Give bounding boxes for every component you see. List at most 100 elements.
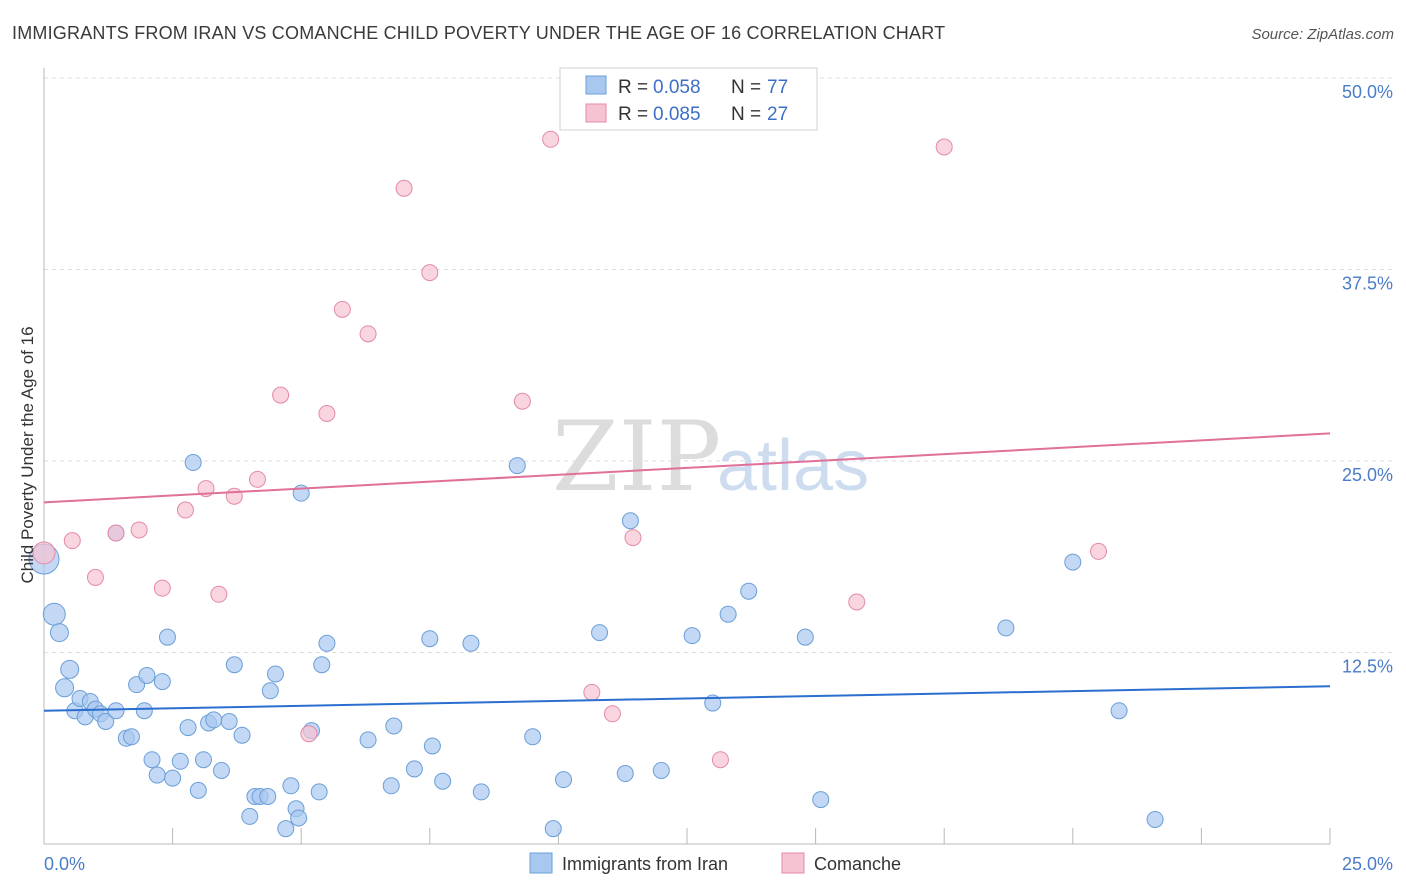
- point-comanche-12: [300, 725, 318, 743]
- point-iran-1: [42, 602, 66, 626]
- point-iran-24: [179, 719, 197, 737]
- point-comanche-2: [86, 568, 104, 586]
- point-comanche-26: [1090, 542, 1108, 560]
- point-iran-34: [241, 807, 259, 825]
- point-iran-43: [290, 809, 308, 827]
- legend-swatch-comanche: [585, 103, 607, 123]
- point-iran-11: [97, 712, 115, 730]
- point-iran-56: [462, 634, 480, 652]
- point-iran-25: [184, 454, 202, 472]
- point-iran-61: [555, 771, 573, 789]
- y-axis-label: Child Poverty Under the Age of 16: [18, 326, 37, 583]
- point-iran-66: [683, 627, 701, 645]
- y-tick-label-2: 37.5%: [1342, 274, 1393, 294]
- watermark: ZIP atlas: [552, 401, 869, 513]
- point-iran-41: [282, 777, 300, 795]
- chart-source: Source: ZipAtlas.com: [1251, 26, 1394, 43]
- legend-r-value-comanche: 0.085: [653, 104, 701, 125]
- legend-swatch-iran: [585, 75, 607, 95]
- point-comanche-24: [848, 593, 866, 611]
- point-iran-54: [423, 737, 441, 755]
- legend-r-label-comanche: R =: [618, 104, 653, 125]
- point-comanche-15: [359, 325, 377, 343]
- point-iran-29: [205, 711, 223, 729]
- point-iran-75: [1146, 810, 1164, 828]
- point-iran-32: [225, 656, 243, 674]
- chart-title: IMMIGRANTS FROM IRAN VS COMANCHE CHILD P…: [12, 23, 945, 43]
- legend-n-label-iran: N =: [731, 77, 766, 98]
- point-iran-50: [382, 777, 400, 795]
- point-iran-17: [138, 666, 156, 684]
- point-comanche-4: [130, 521, 148, 539]
- point-iran-18: [143, 751, 161, 769]
- trend-line-comanche: [43, 432, 1331, 504]
- bottom-legend-swatch-comanche: [781, 852, 805, 874]
- point-comanche-19: [542, 130, 560, 148]
- point-comanche-20: [583, 683, 601, 701]
- point-iran-23: [171, 752, 189, 770]
- point-comanche-3: [107, 524, 125, 542]
- point-iran-26: [189, 781, 207, 799]
- y-tick-labels: 12.5% 25.0% 37.5% 50.0%: [1342, 82, 1393, 677]
- point-iran-3: [55, 678, 75, 698]
- x-tick-label-min: 0.0%: [44, 854, 85, 874]
- point-iran-65: [652, 761, 670, 779]
- point-iran-16: [135, 702, 153, 720]
- point-iran-37: [259, 788, 277, 806]
- point-iran-49: [359, 731, 377, 749]
- legend-r-label-iran: R =: [618, 77, 653, 98]
- point-iran-40: [277, 820, 295, 838]
- point-iran-22: [164, 769, 182, 787]
- point-iran-38: [261, 682, 279, 700]
- point-iran-69: [740, 582, 758, 600]
- point-comanche-23: [711, 751, 729, 769]
- point-iran-47: [313, 656, 331, 674]
- watermark-atlas: atlas: [717, 426, 869, 506]
- bottom-legend-swatch-iran: [529, 852, 553, 874]
- series-immigrants-from-iran-points: [28, 454, 1164, 838]
- x-tick-label-max: 25.0%: [1342, 854, 1393, 874]
- bottom-legend-label-comanche: Comanche: [814, 854, 901, 874]
- point-iran-27: [194, 751, 212, 769]
- point-iran-14: [122, 728, 140, 746]
- point-iran-68: [719, 605, 737, 623]
- trend-line-iran: [43, 685, 1331, 712]
- point-iran-59: [524, 728, 542, 746]
- point-iran-20: [153, 673, 171, 691]
- point-iran-31: [220, 712, 238, 730]
- point-comanche-14: [333, 300, 351, 318]
- x-tick-marks: [43, 828, 1331, 844]
- point-iran-33: [233, 726, 251, 744]
- point-comanche-8: [210, 585, 228, 603]
- point-iran-30: [212, 761, 230, 779]
- point-iran-48: [318, 634, 336, 652]
- point-iran-60: [544, 820, 562, 838]
- bottom-legend-label-iran: Immigrants from Iran: [562, 854, 728, 874]
- point-iran-19: [148, 766, 166, 784]
- point-comanche-1: [63, 532, 81, 550]
- point-comanche-11: [272, 386, 290, 404]
- point-iran-71: [812, 791, 830, 809]
- point-iran-46: [310, 783, 328, 801]
- point-iran-4: [60, 659, 80, 679]
- point-iran-64: [621, 512, 639, 530]
- point-iran-74: [1110, 702, 1128, 720]
- point-iran-58: [508, 457, 526, 475]
- point-comanche-6: [176, 501, 194, 519]
- point-iran-39: [266, 665, 284, 683]
- series-legend: Immigrants from Iran Comanche: [529, 852, 901, 874]
- point-iran-21: [158, 628, 176, 646]
- point-iran-53: [421, 630, 439, 648]
- y-tick-label-1: 25.0%: [1342, 465, 1393, 485]
- trend-lines: [43, 432, 1331, 712]
- point-iran-70: [796, 628, 814, 646]
- point-iran-67: [704, 694, 722, 712]
- point-iran-57: [472, 783, 490, 801]
- point-comanche-5: [153, 579, 171, 597]
- legend-n-value-comanche: 27: [767, 104, 788, 125]
- y-tick-label-3: 50.0%: [1342, 82, 1393, 102]
- point-iran-55: [434, 772, 452, 790]
- stats-legend: R = 0.058 N = 77 R = 0.085 N = 27: [559, 67, 818, 131]
- legend-n-label-comanche: N =: [731, 104, 766, 125]
